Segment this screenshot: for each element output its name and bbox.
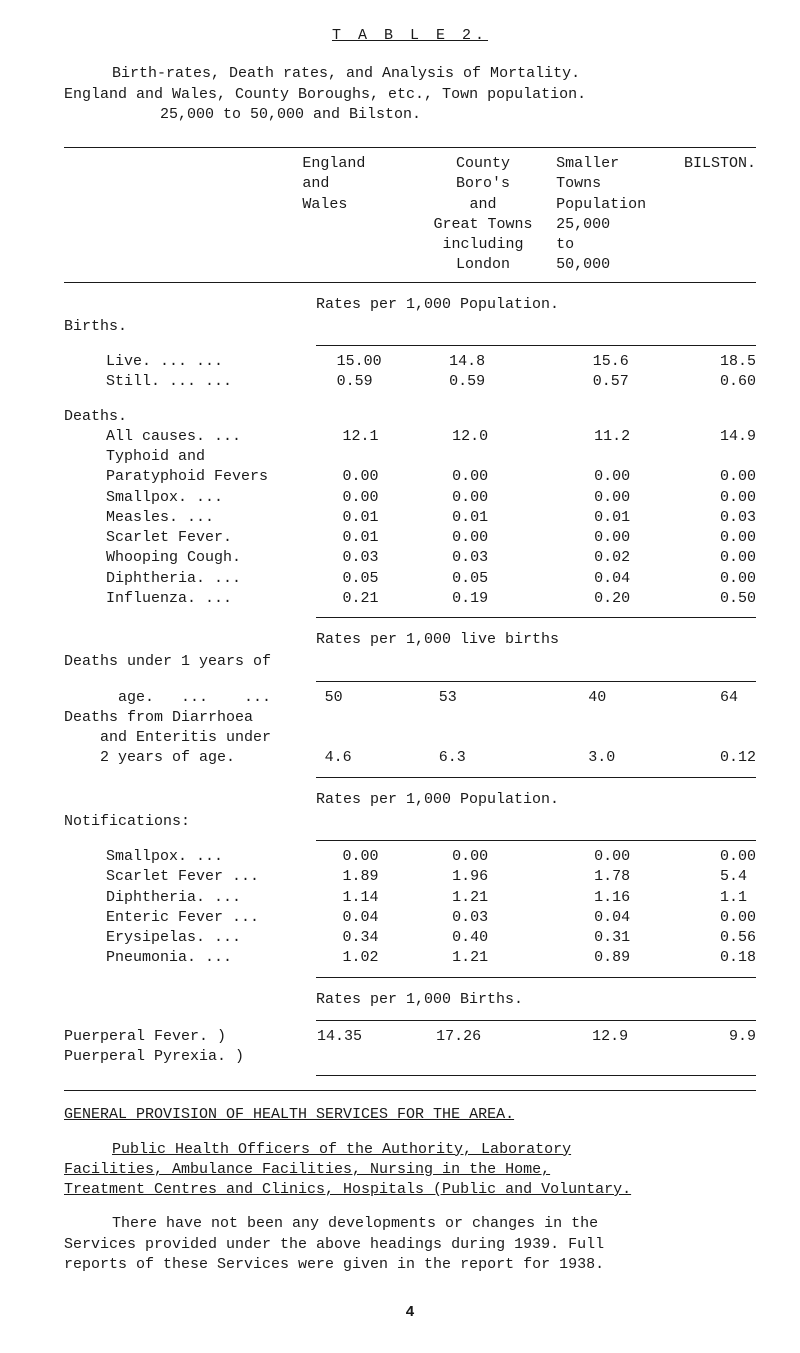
table-row: Smallpox. ...0.000.000.000.00 (64, 488, 756, 508)
rule (316, 681, 756, 682)
rule (316, 777, 756, 778)
table-row: Typhoid and (64, 447, 756, 467)
intro-line-3: 25,000 to 50,000 and Bilston. (64, 105, 756, 125)
births-table: Live. ... ... 15.00 14.8 15.6 18.5 Still… (64, 352, 756, 393)
footer-para-2: There have not been any developments or … (64, 1214, 756, 1275)
section-notifications-label: Notifications: (64, 812, 756, 832)
intro-block: Birth-rates, Death rates, and Analysis o… (64, 64, 756, 125)
header-table: England and Wales County Boro's and Grea… (64, 154, 756, 276)
rule (316, 1020, 756, 1021)
caption-live: Rates per 1,000 live births (316, 624, 756, 652)
table-row: age. ... ... 50 53 40 64 (64, 688, 756, 708)
rule (316, 840, 756, 841)
deaths-under-table-2: age. ... ... 50 53 40 64 Deaths from Dia… (64, 688, 756, 769)
rule (316, 1075, 756, 1076)
table-row: Paratyphoid Fevers0.000.000.000.00 (64, 467, 756, 487)
caption-row: Rates per 1,000 Population. (64, 784, 756, 812)
table-title: T A B L E 2. (64, 26, 756, 46)
caption-births: Rates per 1,000 Births. (316, 984, 756, 1012)
page: T A B L E 2. Birth-rates, Death rates, a… (0, 0, 800, 1353)
rule (316, 617, 756, 618)
table-row: Deaths under 1 years of (64, 652, 756, 672)
table-row: Deaths from Diarrhoea and Enteritis unde… (64, 708, 756, 769)
section-deaths-label: Deaths. (64, 407, 756, 427)
table-row: Diphtheria. ...1.141.211.161.1 (64, 888, 756, 908)
col-header-bilston: BILSTON. (684, 154, 756, 276)
col-header-county: County Boro's and Great Towns including … (410, 154, 556, 276)
section-births-label: Births. (64, 317, 756, 337)
table-row: Scarlet Fever.0.010.000.000.00 (64, 528, 756, 548)
footer-heading: GENERAL PROVISION OF HEALTH SERVICES FOR… (64, 1105, 756, 1125)
col-header-smaller: Smaller Towns Population 25,000 to 50,00… (556, 154, 684, 276)
col-header-england: England and Wales (302, 154, 409, 276)
deaths-table: All causes. ...12.112.011.214.9 Typhoid … (64, 427, 756, 609)
rule (64, 1090, 756, 1091)
footer-para-1: Public Health Officers of the Authority,… (64, 1140, 756, 1201)
table-row: Influenza. ...0.210.190.200.50 (64, 589, 756, 609)
table-row: Still. ... ... 0.59 0.59 0.57 0.60 (64, 372, 756, 392)
caption-population-2: Rates per 1,000 Population. (316, 784, 756, 812)
rule (64, 147, 756, 148)
puerperal-table: Puerperal Fever. ) Puerperal Pyrexia. ) … (64, 1027, 756, 1068)
caption-row: Rates per 1,000 Population. (64, 289, 756, 317)
table-row: Erysipelas. ...0.340.400.310.56 (64, 928, 756, 948)
table-row: Live. ... ... 15.00 14.8 15.6 18.5 (64, 352, 756, 372)
table-row: Puerperal Fever. ) Puerperal Pyrexia. ) … (64, 1027, 756, 1068)
table-row: Whooping Cough.0.030.030.020.00 (64, 548, 756, 568)
rule (64, 282, 756, 283)
intro-line-2: England and Wales, County Boroughs, etc.… (64, 85, 756, 105)
table-row: Measles. ...0.010.010.010.03 (64, 508, 756, 528)
rule (316, 345, 756, 346)
caption-row: Rates per 1,000 live births (64, 624, 756, 652)
intro-line-1: Birth-rates, Death rates, and Analysis o… (64, 64, 756, 84)
table-row: Scarlet Fever ...1.891.961.785.4 (64, 867, 756, 887)
deaths-under-table: Deaths under 1 years of (64, 652, 756, 672)
page-number: 4 (64, 1303, 756, 1323)
notifications-table: Smallpox. ...0.000.000.000.00 Scarlet Fe… (64, 847, 756, 969)
table-row: All causes. ...12.112.011.214.9 (64, 427, 756, 447)
table-row: Pneumonia. ...1.021.210.890.18 (64, 948, 756, 968)
rule (316, 977, 756, 978)
table-row: Enteric Fever ...0.040.030.040.00 (64, 908, 756, 928)
table-row: Smallpox. ...0.000.000.000.00 (64, 847, 756, 867)
caption-row: Rates per 1,000 Births. (64, 984, 756, 1012)
caption-population: Rates per 1,000 Population. (316, 289, 756, 317)
table-row: Diphtheria. ...0.050.050.040.00 (64, 569, 756, 589)
